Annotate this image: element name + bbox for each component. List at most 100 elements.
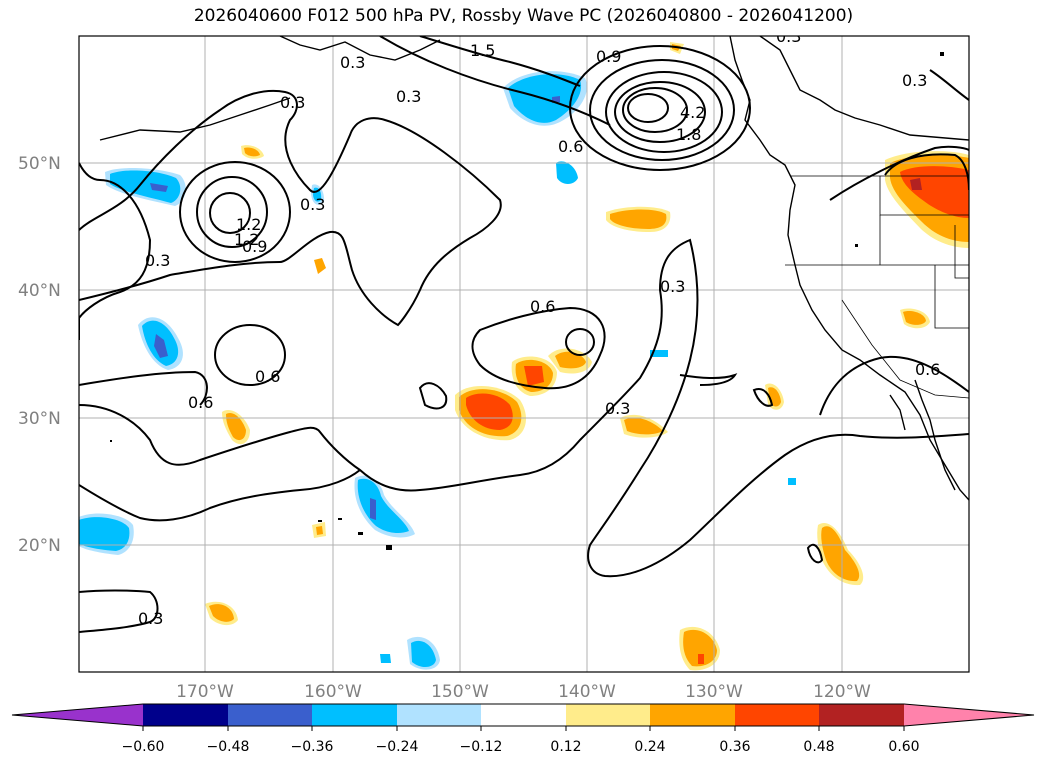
pv-contour xyxy=(79,469,361,522)
pv-contour xyxy=(884,153,969,191)
shaded-anomalies xyxy=(79,42,969,671)
pv-contour xyxy=(565,328,595,356)
pv-contour xyxy=(929,69,969,101)
colorbar-extend-high xyxy=(904,704,1034,726)
pv-contour xyxy=(829,145,969,201)
negative-anomaly xyxy=(154,334,168,358)
negative-anomaly xyxy=(357,478,409,534)
islands xyxy=(110,52,944,550)
plot-frame xyxy=(78,35,970,673)
positive-anomaly xyxy=(314,258,326,274)
positive-anomaly xyxy=(244,147,260,157)
positive-anomaly xyxy=(624,417,663,435)
pv-contour xyxy=(627,93,669,123)
positive-anomaly xyxy=(316,526,323,535)
lon-label: 130°W xyxy=(685,682,743,702)
positive-anomaly xyxy=(683,629,717,667)
longitude-labels: 170°W 160°W 150°W 140°W 130°W 120°W xyxy=(176,682,871,702)
contour-label: 0.3 xyxy=(396,87,421,106)
colorbar-bin xyxy=(397,704,481,726)
contour-label: 0.3 xyxy=(340,53,365,72)
pv-contour xyxy=(752,388,774,407)
pv-contour xyxy=(614,81,706,143)
map-title: 2026040600 F012 500 hPa PV, Rossby Wave … xyxy=(193,6,854,26)
contour-label: 0.6 xyxy=(530,297,555,316)
graticule xyxy=(79,36,969,672)
positive-anomaly xyxy=(698,654,704,664)
positive-anomaly xyxy=(610,209,667,229)
colorbar-bin xyxy=(735,704,819,726)
negative-anomaly xyxy=(788,478,796,485)
negative-anomaly xyxy=(650,350,668,357)
colorbar-tick-label: 0.24 xyxy=(634,739,665,755)
negative-anomaly xyxy=(556,161,578,184)
contour-label: 0.9 xyxy=(242,237,267,256)
pv-contours xyxy=(79,36,969,633)
pv-contour xyxy=(179,161,291,263)
contour-label: 0.6 xyxy=(255,367,280,386)
pv-contour xyxy=(622,87,688,133)
lon-label: 140°W xyxy=(558,682,616,702)
contour-label: 0.3 xyxy=(776,27,801,46)
lon-label: 170°W xyxy=(176,682,234,702)
pv-contour xyxy=(196,176,268,248)
colorbar-ticks xyxy=(142,726,905,731)
negative-anomaly xyxy=(370,498,376,520)
pv-contour xyxy=(589,59,735,161)
colorbar-bin xyxy=(566,704,650,726)
pv-contour xyxy=(471,306,606,390)
plot-area xyxy=(79,36,969,672)
contour-label: 0.3 xyxy=(660,277,685,296)
contour-label: 1.2 xyxy=(236,215,261,234)
contour-label: 1.5 xyxy=(470,41,495,60)
pv-contour xyxy=(419,36,581,87)
contour-label: 0.3 xyxy=(145,251,170,270)
contour-label: 0.3 xyxy=(902,71,927,90)
positive-anomaly xyxy=(821,526,860,582)
state-borders xyxy=(785,175,969,399)
pv-contour xyxy=(605,71,723,153)
pv-contour xyxy=(79,89,502,327)
positive-anomaly xyxy=(903,311,926,325)
contour-label: 1.8 xyxy=(676,125,701,144)
lat-label: 50°N xyxy=(18,154,61,174)
colorbar-tick-label: −0.24 xyxy=(376,739,419,755)
contour-label: 0.6 xyxy=(188,393,213,412)
contour-label: 1.2 xyxy=(234,230,259,249)
contour-label: 0.6 xyxy=(915,360,940,379)
lat-label: 30°N xyxy=(18,409,61,429)
positive-anomaly xyxy=(209,604,234,622)
pv-contour xyxy=(79,589,159,633)
negative-anomaly xyxy=(110,170,181,203)
pv-contour xyxy=(819,355,969,416)
lat-label: 40°N xyxy=(18,281,61,301)
pv-contour xyxy=(679,373,738,386)
colorbar-tick-label: −0.12 xyxy=(460,739,503,755)
lat-label: 20°N xyxy=(18,536,61,556)
contour-label: 0.3 xyxy=(605,399,630,418)
colorbar-tick-label: 0.36 xyxy=(719,739,750,755)
pv-contour xyxy=(379,36,611,126)
lon-label: 150°W xyxy=(431,682,489,702)
contour-label: 0.9 xyxy=(596,47,621,66)
colorbar-bin xyxy=(650,704,735,726)
negative-anomaly xyxy=(150,183,168,192)
colorbar-bin xyxy=(481,704,566,726)
colorbar-tick-label: 0.12 xyxy=(550,739,581,755)
colorbar-bin xyxy=(143,704,228,726)
pv-contour xyxy=(79,370,208,406)
colorbar-tick-label: −0.36 xyxy=(291,739,334,755)
negative-anomaly xyxy=(79,517,130,551)
contour-label: 0.3 xyxy=(138,609,163,628)
pv-contour xyxy=(214,324,286,386)
contour-label: 0.3 xyxy=(300,195,325,214)
contour-label: 4.2 xyxy=(680,103,705,122)
lon-label: 160°W xyxy=(304,682,362,702)
positive-anomaly xyxy=(466,393,513,430)
contour-label: 0.6 xyxy=(558,137,583,156)
pv-contour xyxy=(79,162,152,319)
colorbar-extend-low xyxy=(12,704,143,726)
colorbar-tick-label: 0.60 xyxy=(888,739,919,755)
pv-contour xyxy=(209,192,251,234)
